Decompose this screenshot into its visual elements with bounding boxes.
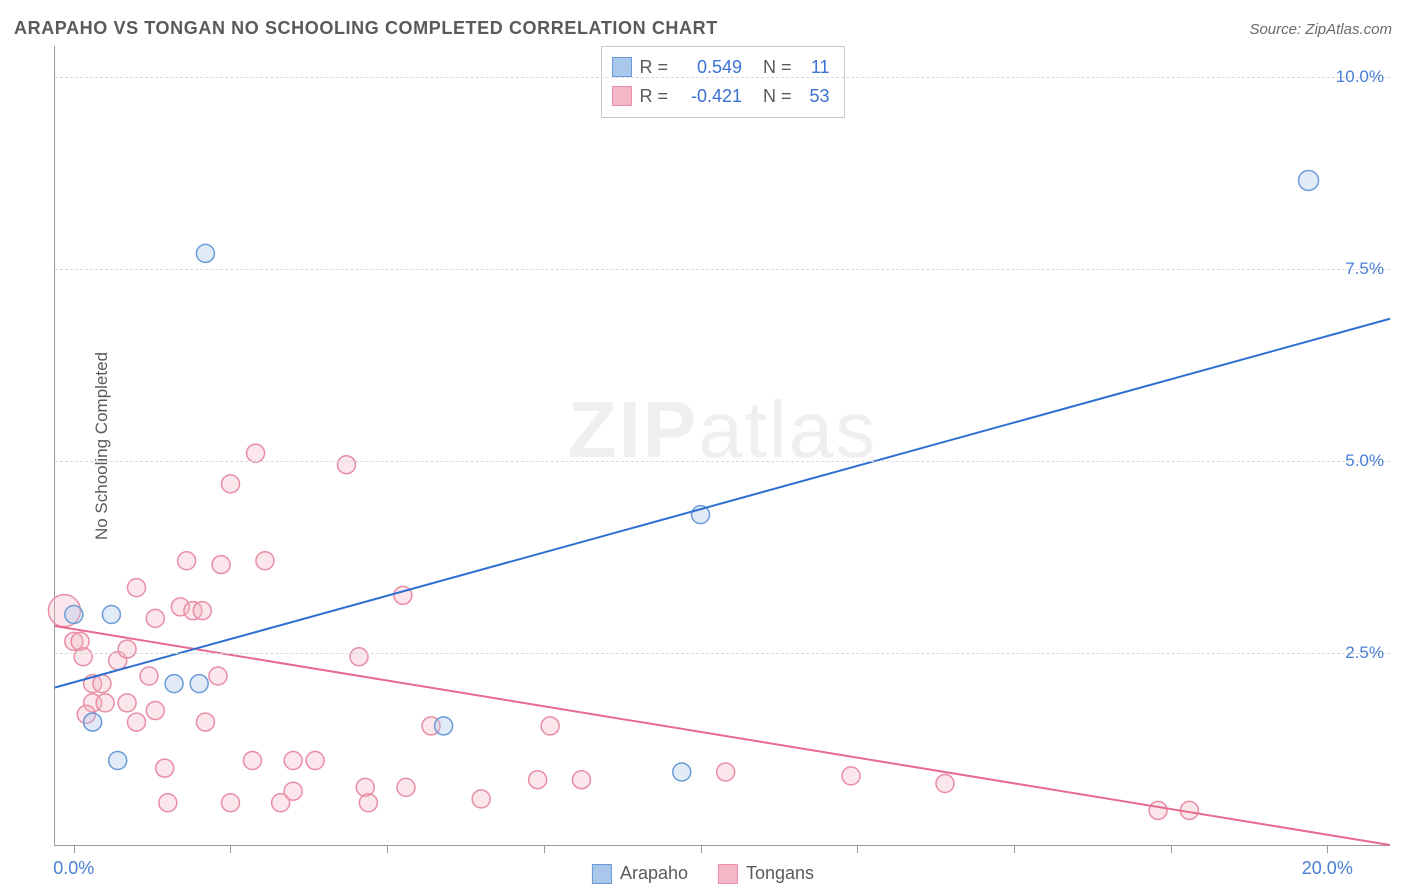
gridline xyxy=(55,461,1390,462)
tongans-point xyxy=(243,751,261,769)
arapaho-point xyxy=(84,713,102,731)
x-tick-label: 0.0% xyxy=(53,858,94,879)
tongans-point xyxy=(93,675,111,693)
y-tick-label: 5.0% xyxy=(1345,451,1384,471)
tongans-point xyxy=(717,763,735,781)
tongans-point xyxy=(146,609,164,627)
chart-header: ARAPAHO VS TONGAN NO SCHOOLING COMPLETED… xyxy=(14,18,1392,39)
swatch-tongans xyxy=(718,864,738,884)
tongans-point xyxy=(337,456,355,474)
tongans-point xyxy=(209,667,227,685)
x-tick-mark xyxy=(1014,845,1015,853)
tongans-point xyxy=(96,694,114,712)
legend-item-tongans: Tongans xyxy=(718,863,814,884)
tongans-point xyxy=(178,552,196,570)
tongans-point xyxy=(212,556,230,574)
arapaho-point xyxy=(435,717,453,735)
swatch-arapaho xyxy=(592,864,612,884)
tongans-point xyxy=(127,713,145,731)
arapaho-point xyxy=(1299,170,1319,190)
gridline xyxy=(55,77,1390,78)
legend-label-tongans: Tongans xyxy=(746,863,814,884)
tongans-point xyxy=(146,702,164,720)
arapaho-point xyxy=(65,606,83,624)
tongans-point xyxy=(842,767,860,785)
tongans-point xyxy=(306,751,324,769)
x-tick-mark xyxy=(74,845,75,853)
tongans-point xyxy=(118,640,136,658)
chart-title: ARAPAHO VS TONGAN NO SCHOOLING COMPLETED… xyxy=(14,18,718,39)
tongans-point xyxy=(193,602,211,620)
tongans-point xyxy=(284,782,302,800)
chart-source: Source: ZipAtlas.com xyxy=(1249,21,1392,38)
tongans-point xyxy=(118,694,136,712)
tongans-point xyxy=(284,751,302,769)
y-tick-label: 2.5% xyxy=(1345,643,1384,663)
tongans-point xyxy=(541,717,559,735)
tongans-point xyxy=(221,794,239,812)
tongans-point xyxy=(529,771,547,789)
x-tick-mark xyxy=(1327,845,1328,853)
y-tick-label: 7.5% xyxy=(1345,259,1384,279)
legend-label-arapaho: Arapaho xyxy=(620,863,688,884)
gridline xyxy=(55,653,1390,654)
tongans-point xyxy=(221,475,239,493)
tongans-point xyxy=(472,790,490,808)
arapaho-point xyxy=(673,763,691,781)
tongans-point xyxy=(1149,801,1167,819)
tongans-point xyxy=(359,794,377,812)
chart-svg xyxy=(55,46,1390,845)
arapaho-point xyxy=(196,244,214,262)
tongans-point xyxy=(140,667,158,685)
x-tick-mark xyxy=(1171,845,1172,853)
y-tick-label: 10.0% xyxy=(1336,67,1384,87)
gridline xyxy=(55,269,1390,270)
arapaho-point xyxy=(190,675,208,693)
tongans-point xyxy=(127,579,145,597)
tongans-point xyxy=(350,648,368,666)
x-tick-mark xyxy=(230,845,231,853)
x-tick-mark xyxy=(387,845,388,853)
x-tick-label: 20.0% xyxy=(1302,858,1353,879)
tongans-point xyxy=(74,648,92,666)
tongans-regression-line xyxy=(55,626,1390,845)
x-tick-mark xyxy=(544,845,545,853)
tongans-point xyxy=(936,775,954,793)
plot-area: ZIPatlas R = 0.549 N = 11 R = -0.421 N =… xyxy=(54,46,1390,846)
arapaho-point xyxy=(165,675,183,693)
tongans-point xyxy=(572,771,590,789)
tongans-point xyxy=(397,778,415,796)
series-legend: Arapaho Tongans xyxy=(592,863,814,884)
arapaho-regression-line xyxy=(55,319,1390,688)
tongans-point xyxy=(156,759,174,777)
tongans-point xyxy=(256,552,274,570)
x-tick-mark xyxy=(701,845,702,853)
legend-item-arapaho: Arapaho xyxy=(592,863,688,884)
tongans-point xyxy=(196,713,214,731)
arapaho-point xyxy=(102,606,120,624)
arapaho-point xyxy=(109,751,127,769)
x-tick-mark xyxy=(857,845,858,853)
tongans-point xyxy=(247,444,265,462)
tongans-point xyxy=(159,794,177,812)
